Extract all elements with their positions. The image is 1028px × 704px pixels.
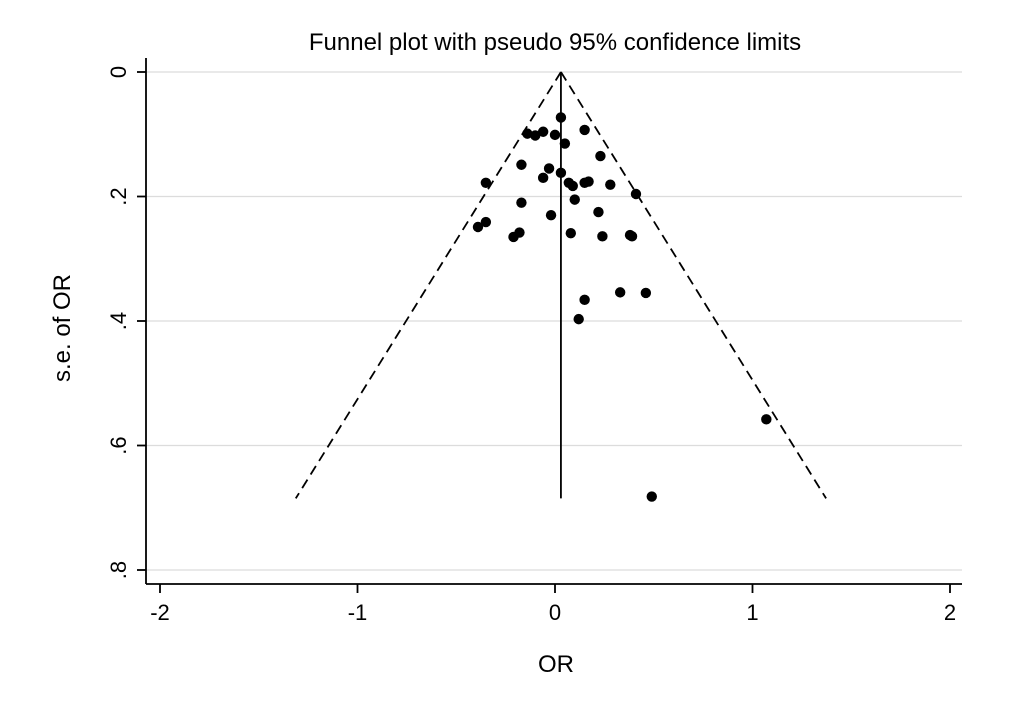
y-axis-title: s.e. of OR [49,274,76,382]
data-point [555,112,567,123]
data-point [480,177,492,189]
data-point [537,172,549,184]
data-point [597,231,608,242]
axes: -2 -1 0 1 2 0 .2 .4 .6 .8 [106,58,962,625]
data-point [516,197,527,208]
data-point [569,194,580,205]
data-points [472,112,772,502]
x-axis-title: OR [538,651,574,678]
data-point [472,221,484,233]
data-point [640,287,652,299]
data-point [761,414,772,425]
data-point [626,231,638,242]
y-tick-label: 0 [106,66,131,78]
lower-confidence-limit-line [294,71,562,499]
data-point [480,216,492,228]
data-point [567,180,578,192]
y-tick-label: .6 [106,436,131,454]
grid-lines [146,71,962,571]
upper-confidence-limit-line [560,71,827,499]
data-point [543,163,555,174]
data-point [646,491,657,502]
data-point [605,179,616,190]
x-tick-label: -1 [348,600,368,625]
data-point [579,124,590,136]
data-point [537,126,549,137]
y-tick-label: .2 [106,187,131,205]
chart-title: Funnel plot with pseudo 95% confidence l… [309,29,801,56]
data-point [630,188,642,200]
y-tick-label: .8 [106,561,131,579]
x-tick-label: 1 [746,600,758,625]
data-point [583,176,594,187]
data-point [595,150,606,162]
data-point [573,313,584,325]
data-point [614,287,626,298]
y-tick-label: .4 [106,312,131,330]
data-point [508,231,519,243]
data-point [549,129,561,141]
data-point [555,167,567,179]
data-point [559,138,571,149]
data-point [593,206,604,218]
data-point [522,128,533,139]
x-tick-label: -2 [150,600,170,625]
x-tick-label: 2 [944,600,956,625]
x-tick-label: 0 [549,600,561,625]
data-point [545,209,557,221]
funnel-lines [294,71,827,499]
data-point [565,228,576,239]
data-point [579,294,590,306]
data-point [530,130,541,141]
data-point [516,159,527,170]
